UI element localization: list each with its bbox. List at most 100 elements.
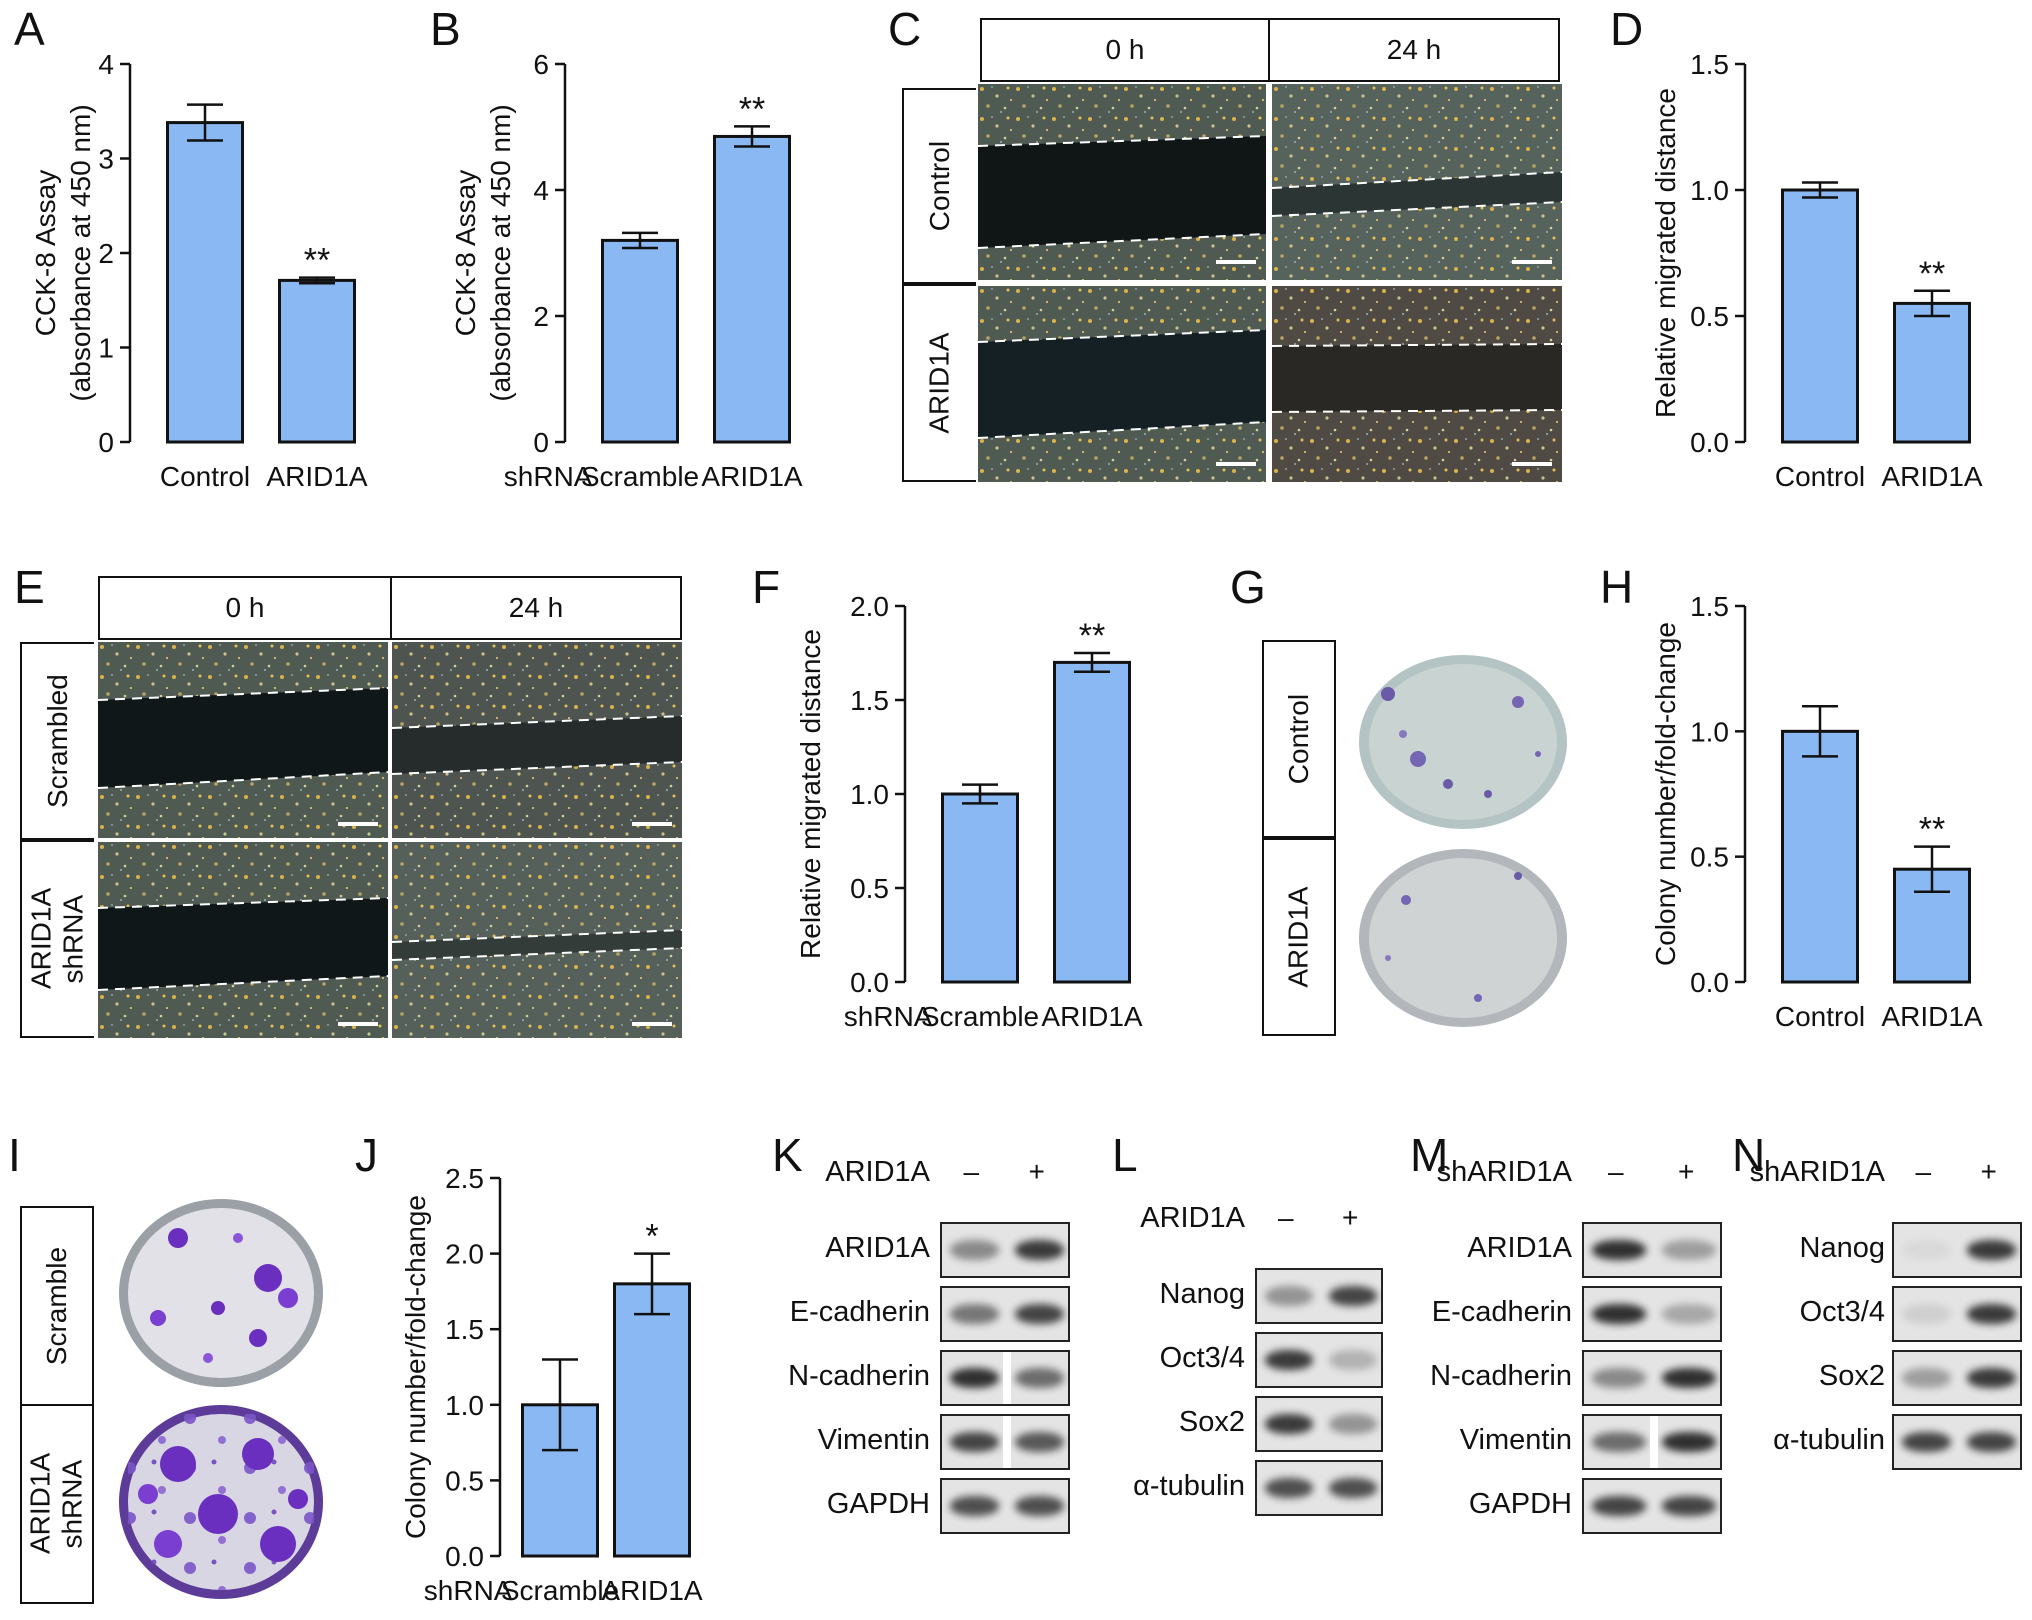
chart-f-row-label: shRNA xyxy=(844,1001,933,1032)
blot-m-strip xyxy=(1582,1350,1722,1406)
chart-a-category-label: Control xyxy=(160,461,250,492)
blot-n-band xyxy=(1966,1431,2017,1453)
blot-m-band xyxy=(1592,1239,1646,1261)
chart-b-ytick-label: 0 xyxy=(533,427,549,458)
panel-letter-h: H xyxy=(1600,561,1634,613)
blot-m-splice-gap xyxy=(1650,1416,1658,1468)
wound-c-header-0h: 0 h xyxy=(980,18,1270,82)
colony-g-control-dish-image xyxy=(1358,654,1568,830)
blot-l-strip xyxy=(1255,1332,1383,1388)
blot-k-protein-label: ARID1A xyxy=(825,1232,930,1264)
colony-i-arid1a-shrna-dish-image xyxy=(118,1404,324,1600)
colony-g-row-control: Control xyxy=(1262,640,1336,838)
blot-k-lane-sign: – xyxy=(963,1156,980,1187)
blot-l-band xyxy=(1328,1285,1378,1307)
chart-f-ytick-label: 1.0 xyxy=(850,779,889,810)
chart-f-ytick-label: 0.5 xyxy=(850,873,889,904)
blot-m-band xyxy=(1662,1303,1716,1325)
wound-e-scrambled-0h-image xyxy=(97,642,389,838)
colony-i-row-arid1a-shrna: ARID1A shRNA xyxy=(20,1404,94,1604)
panel-letter-l: L xyxy=(1112,1129,1138,1181)
chart-b-ylabel: CCK-8 Assay xyxy=(450,170,481,337)
panel-letter-f: F xyxy=(752,561,781,613)
blot-k-band xyxy=(949,1495,1000,1517)
panel-letter-e: E xyxy=(14,561,45,613)
chart-a-category-label: ARID1A xyxy=(266,461,367,492)
panel-letter-m: M xyxy=(1410,1129,1449,1181)
blot-k-protein-label: N-cadherin xyxy=(788,1360,930,1392)
blot-k-strip xyxy=(940,1414,1070,1470)
chart-a-ylabel: (absorbance at 450 nm) xyxy=(65,104,96,401)
blot-n-band xyxy=(1966,1239,2017,1261)
chart-h-ytick-label: 1.0 xyxy=(1690,716,1729,747)
blot-l-band xyxy=(1328,1349,1378,1371)
blot-m-condition-label: shARID1A xyxy=(1436,1156,1572,1188)
chart-d-category-label: ARID1A xyxy=(1881,461,1982,492)
chart-h-ytick-label: 0.0 xyxy=(1690,967,1729,998)
chart-d-bar-control xyxy=(1781,188,1859,444)
blot-k-band xyxy=(1014,1303,1065,1325)
panel-letter-n: N xyxy=(1732,1129,1766,1181)
blot-k-protein-label: GAPDH xyxy=(826,1488,930,1520)
chart-j-ytick-label: 2.5 xyxy=(445,1163,484,1194)
blot-k-band xyxy=(949,1431,1000,1453)
chart-f-ytick-label: 1.5 xyxy=(850,685,889,716)
chart-d-significance-marker: ** xyxy=(1919,255,1945,293)
chart-f-bar-scramble xyxy=(941,792,1019,984)
chart-j-significance-marker: * xyxy=(645,1218,658,1256)
chart-d-bar-arid1a xyxy=(1893,301,1971,444)
chart-j-bar-arid1a xyxy=(613,1282,691,1558)
blot-k-band xyxy=(1014,1239,1065,1261)
blot-k-condition-label: ARID1A xyxy=(825,1156,930,1188)
blot-n-condition-label: shARID1A xyxy=(1749,1156,1885,1188)
blot-n-protein-label: Oct3/4 xyxy=(1799,1296,1885,1328)
colony-g-row-arid1a: ARID1A xyxy=(1262,838,1336,1036)
chart-j-ylabel: Colony number/fold-change xyxy=(400,1195,431,1539)
chart-a-bar-arid1a xyxy=(278,278,356,444)
blot-l-lane-sign: – xyxy=(1278,1202,1294,1233)
bar-chart-h: 0.0 0.5 1.0 1.5 Colony number/fold-change Con… xyxy=(1650,591,1983,1032)
panel-letter-g: G xyxy=(1230,561,1266,613)
chart-h-ytick-label: 1.5 xyxy=(1690,591,1729,622)
blot-k-protein-label: E-cadherin xyxy=(789,1296,930,1328)
blot-m-protein-label: GAPDH xyxy=(1468,1488,1572,1520)
chart-d-ytick-label: 0.0 xyxy=(1690,427,1729,458)
blot-m-band xyxy=(1592,1303,1646,1325)
colony-i-scramble-dish-image xyxy=(118,1198,324,1388)
blot-l-lane-sign: + xyxy=(1342,1202,1359,1233)
chart-j-row-label: shRNA xyxy=(424,1575,513,1606)
blot-m-protein-label: ARID1A xyxy=(1467,1232,1572,1264)
blot-m-lane-sign: + xyxy=(1678,1156,1695,1187)
chart-f-bar-arid1a xyxy=(1053,660,1131,984)
chart-a-ytick-label: 4 xyxy=(98,50,114,80)
blot-m-band xyxy=(1662,1239,1716,1261)
chart-b-ytick-label: 4 xyxy=(533,175,549,206)
wound-c-row-arid1a: ARID1A xyxy=(902,284,976,482)
blot-k-strip xyxy=(940,1222,1070,1278)
blot-l-protein-label: Sox2 xyxy=(1178,1406,1245,1438)
chart-j-ytick-label: 0.0 xyxy=(445,1541,484,1572)
bar-chart-d: 0.0 0.5 1.0 1.5 Relative migrated distance Co… xyxy=(1650,50,1983,492)
bar-chart-a: 0 1 2 3 4 CCK-8 Assay (absorbance at 450 nm) Co… xyxy=(30,50,368,492)
blot-l-protein-label: α-tubulin xyxy=(1133,1470,1245,1502)
blot-k-splice-gap xyxy=(1003,1352,1011,1404)
panel-letter-a: A xyxy=(14,3,45,55)
chart-b-ytick-label: 6 xyxy=(533,50,549,80)
chart-j-ytick-label: 1.5 xyxy=(445,1314,484,1345)
blot-m-strip xyxy=(1582,1286,1722,1342)
wound-e-scrambled-24h-image xyxy=(391,642,683,838)
blot-m-protein-label: N-cadherin xyxy=(1430,1360,1572,1392)
chart-h-ytick-label: 0.5 xyxy=(1690,842,1729,873)
bar-chart-b: 0 2 4 6 CCK-8 Assay (absorbance at 450 nm) Scr… xyxy=(450,50,803,492)
panel-letter-b: B xyxy=(430,3,461,55)
blot-k-band xyxy=(1014,1495,1065,1517)
blot-m-band xyxy=(1592,1431,1646,1453)
chart-j-ytick-label: 1.0 xyxy=(445,1390,484,1421)
wound-c-arid1a-24h-image xyxy=(1271,286,1563,482)
chart-a-ylabel: CCK-8 Assay xyxy=(30,170,61,337)
blot-m-band xyxy=(1662,1431,1716,1453)
blot-n-band xyxy=(1901,1367,1952,1389)
wound-c-arid1a-0h-image xyxy=(977,286,1267,482)
colony-i-row-scramble: Scramble xyxy=(20,1206,94,1406)
blot-n-strip xyxy=(1892,1414,2022,1470)
